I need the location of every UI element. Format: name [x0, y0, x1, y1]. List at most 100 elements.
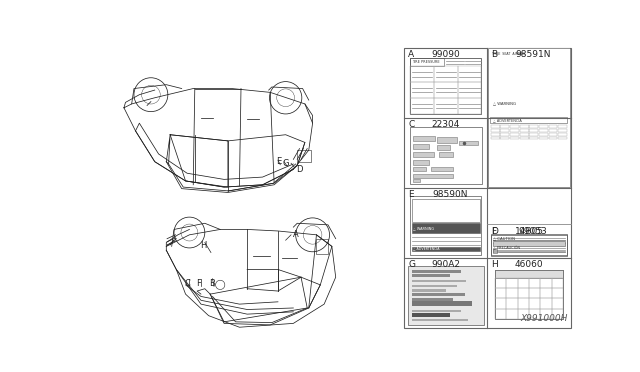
Bar — [413, 179, 420, 182]
Bar — [539, 125, 548, 128]
Bar — [520, 137, 529, 140]
Bar — [434, 82, 458, 98]
Text: TIRE PRESSURE: TIRE PRESSURE — [412, 60, 440, 64]
Text: △ PRECAUCIÓN: △ PRECAUCIÓN — [493, 246, 520, 250]
Bar — [548, 129, 557, 132]
Bar — [529, 133, 538, 135]
Text: E: E — [276, 157, 282, 166]
Bar — [495, 270, 563, 278]
Bar — [529, 298, 540, 308]
Bar — [490, 117, 568, 123]
Bar — [518, 308, 529, 319]
Bar — [520, 125, 529, 128]
Bar — [458, 66, 481, 82]
Bar — [491, 133, 500, 135]
Bar — [506, 308, 518, 319]
Bar — [491, 125, 500, 128]
Bar — [510, 137, 519, 140]
Bar — [518, 298, 529, 308]
Text: TYRE  SEAT  AIRBAG: TYRE SEAT AIRBAG — [492, 52, 525, 56]
Bar — [434, 66, 458, 82]
Bar — [404, 48, 570, 328]
Text: F: F — [492, 227, 497, 235]
Text: 990A2: 990A2 — [431, 260, 460, 269]
Bar — [412, 313, 449, 317]
Bar — [412, 224, 480, 233]
Text: H: H — [200, 241, 207, 250]
Text: X991000H: X991000H — [521, 314, 568, 323]
Bar — [529, 288, 540, 298]
Bar — [408, 266, 484, 325]
Bar — [493, 241, 565, 246]
Bar — [412, 310, 461, 312]
Bar — [488, 48, 570, 117]
Bar — [539, 137, 548, 140]
Text: △ CAUTION: △ CAUTION — [493, 237, 515, 241]
Bar — [412, 247, 480, 251]
Bar — [458, 82, 481, 98]
Bar — [506, 298, 518, 308]
Bar — [495, 278, 506, 288]
Bar — [539, 133, 548, 135]
Bar — [552, 298, 563, 308]
Bar — [412, 275, 449, 278]
Bar — [510, 133, 519, 135]
Bar — [520, 129, 529, 132]
Bar — [410, 98, 434, 114]
Bar — [410, 82, 434, 98]
Bar — [412, 319, 468, 321]
Bar — [558, 129, 567, 132]
Bar — [540, 308, 552, 319]
Bar — [552, 308, 563, 319]
Bar — [510, 129, 519, 132]
Bar — [529, 278, 540, 288]
Text: D: D — [296, 165, 303, 174]
Bar — [529, 129, 538, 132]
Text: 14B05: 14B05 — [515, 227, 543, 235]
Bar — [540, 278, 552, 288]
Bar — [412, 301, 472, 306]
Text: 99090: 99090 — [431, 50, 460, 59]
Bar — [529, 308, 540, 319]
Text: A: A — [408, 50, 414, 59]
Text: △ WARNING: △ WARNING — [493, 101, 516, 105]
Bar — [518, 278, 529, 288]
Bar — [506, 288, 518, 298]
Bar — [500, 125, 509, 128]
Bar — [410, 127, 482, 184]
Bar — [558, 125, 567, 128]
Bar — [490, 100, 568, 106]
Bar — [412, 298, 453, 301]
Bar — [492, 235, 566, 255]
Bar — [558, 133, 567, 135]
Bar — [434, 98, 458, 114]
Bar — [437, 137, 458, 143]
Bar — [412, 289, 446, 292]
Text: D: D — [492, 227, 498, 235]
Bar — [500, 129, 509, 132]
Bar — [518, 288, 529, 298]
Bar — [458, 98, 481, 114]
Bar — [413, 160, 429, 165]
Text: G: G — [408, 260, 415, 269]
Bar — [413, 151, 433, 157]
Text: 98591N: 98591N — [515, 50, 551, 59]
Text: H: H — [492, 260, 498, 269]
Bar — [558, 137, 567, 140]
Bar — [412, 270, 461, 273]
Bar — [495, 298, 506, 308]
Text: F: F — [196, 279, 201, 288]
Bar — [540, 288, 552, 298]
Bar — [495, 270, 563, 319]
Bar — [459, 141, 477, 145]
Bar — [297, 150, 311, 162]
Bar — [529, 137, 538, 140]
Text: B: B — [209, 279, 214, 288]
Bar — [495, 308, 506, 319]
Bar — [412, 199, 480, 222]
Bar — [520, 133, 529, 135]
Bar — [413, 174, 453, 178]
Bar — [413, 135, 435, 141]
Text: C: C — [408, 120, 414, 129]
Bar — [552, 278, 563, 288]
